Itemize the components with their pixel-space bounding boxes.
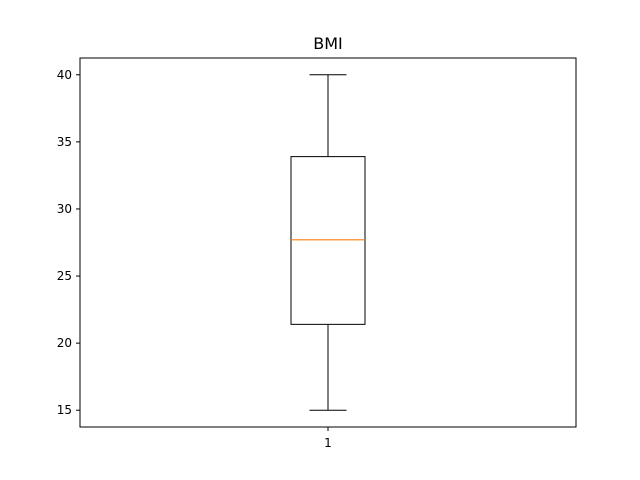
y-tick-label: 15	[57, 403, 72, 417]
y-axis: 15 20 25 30 35 40	[57, 68, 80, 417]
interquartile-box	[290, 156, 366, 325]
x-axis: 1	[324, 427, 332, 450]
y-tick-label: 40	[57, 68, 72, 82]
y-tick-label: 30	[57, 202, 72, 216]
y-tick-label: 20	[57, 336, 72, 350]
y-tick-label: 35	[57, 135, 72, 149]
y-tick-label: 25	[57, 269, 72, 283]
x-tick-label: 1	[324, 436, 332, 450]
chart-title: BMI	[313, 34, 343, 53]
box-series	[290, 74, 366, 411]
